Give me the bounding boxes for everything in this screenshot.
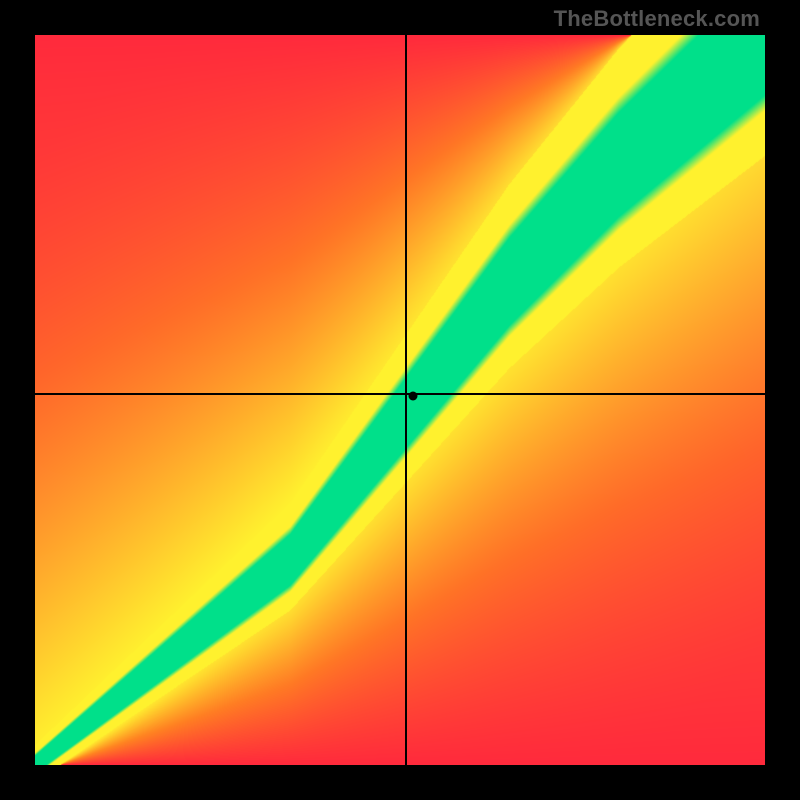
- crosshair-vertical: [405, 35, 407, 765]
- selected-point-marker: [409, 392, 418, 401]
- crosshair-horizontal: [35, 393, 765, 395]
- heatmap-plot: [35, 35, 765, 765]
- watermark-text: TheBottleneck.com: [554, 6, 760, 32]
- heatmap-canvas: [35, 35, 765, 765]
